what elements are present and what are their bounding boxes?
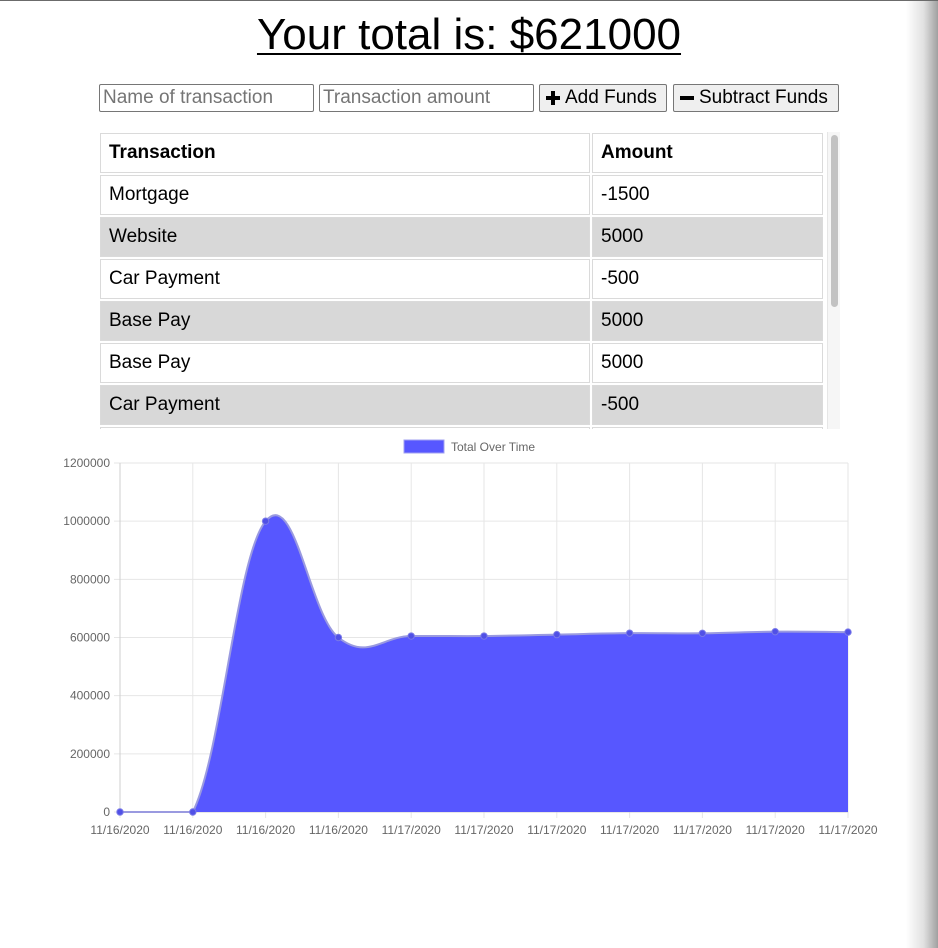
transaction-name-cell: Mortgage (100, 175, 590, 215)
window-edge-shadow (906, 1, 938, 948)
table-scrollbar-thumb[interactable] (831, 135, 838, 307)
table-scrollbar[interactable] (827, 132, 840, 429)
y-tick-label: 1200000 (63, 456, 110, 470)
data-point (625, 629, 634, 637)
subtract-funds-button[interactable]: Subtract Funds (673, 84, 839, 112)
transaction-name-cell: Car Payment (100, 259, 590, 299)
transaction-amount-cell: 5000 (592, 217, 823, 257)
transaction-name-cell: Website (100, 217, 590, 257)
total-heading: Your total is: $621000 (256, 10, 682, 59)
data-point (844, 628, 852, 636)
data-point (698, 629, 707, 637)
transaction-name-cell: Base Pay (100, 301, 590, 341)
data-point (480, 632, 488, 640)
y-tick-label: 800000 (70, 572, 110, 586)
table-row: Car Payment -500 (100, 385, 823, 425)
table-row: Website 5000 (100, 217, 823, 257)
transaction-name-cell: Car Payment (100, 385, 590, 425)
y-tick-label: 0 (103, 805, 110, 819)
transaction-amount-input[interactable] (319, 84, 534, 112)
table-header-row: Transaction Amount (100, 133, 823, 173)
data-point (407, 632, 415, 640)
add-funds-label: Add Funds (565, 87, 657, 108)
table-row: Base Pay 5000 (100, 301, 823, 341)
transaction-amount-cell: 5000 (592, 301, 823, 341)
x-tick-label: 11/17/2020 (746, 823, 805, 837)
subtract-funds-label: Subtract Funds (699, 87, 828, 108)
data-point (116, 808, 124, 816)
y-tick-label: 400000 (70, 689, 110, 703)
transaction-name-input[interactable] (99, 84, 314, 112)
table-row: Car Payment -500 (100, 259, 823, 299)
x-tick-label: 11/17/2020 (454, 823, 513, 837)
y-tick-label: 1000000 (63, 514, 110, 528)
data-point (189, 808, 197, 816)
x-tick-label: 11/17/2020 (382, 823, 441, 837)
data-point (553, 630, 561, 639)
data-point (261, 517, 270, 525)
series-area-total-over-time (120, 515, 848, 812)
x-tick-label: 11/17/2020 (600, 823, 659, 837)
transaction-name-cell: Base Pay (100, 343, 590, 383)
table-row: Base Pay 5000 (100, 343, 823, 383)
x-tick-label: 11/16/2020 (309, 823, 368, 837)
transaction-amount-cell: -500 (592, 259, 823, 299)
legend-swatch (403, 439, 445, 454)
transaction-amount-cell: 5000 (592, 343, 823, 383)
x-tick-label: 11/16/2020 (236, 823, 295, 837)
transaction-amount-cell: -500 (592, 385, 823, 425)
transactions-table: Transaction Amount Mortgage -1500 Websit… (99, 132, 825, 429)
x-tick-label: 11/16/2020 (90, 823, 149, 837)
table-row: Mortgage -1500 (100, 175, 823, 215)
plus-icon (546, 91, 560, 105)
transaction-name-cell (100, 427, 590, 429)
x-tick-label: 11/17/2020 (818, 823, 877, 837)
column-header-amount: Amount (592, 133, 823, 173)
legend-label: Total Over Time (451, 440, 535, 454)
add-funds-button[interactable]: Add Funds (539, 84, 667, 112)
x-tick-label: 11/17/2020 (673, 823, 732, 837)
transaction-amount-cell: -1500 (592, 175, 823, 215)
column-header-transaction: Transaction (100, 133, 590, 173)
total-over-time-chart: 0 200000 400000 600000 800000 1000000 1200000 1… (63, 439, 878, 837)
y-tick-label: 600000 (70, 631, 110, 645)
table-row (100, 427, 823, 429)
minus-icon (680, 96, 694, 100)
data-point (334, 633, 343, 642)
transactions-table-container[interactable]: Transaction Amount Mortgage -1500 Websit… (99, 132, 840, 429)
data-point (771, 627, 779, 636)
y-tick-label: 200000 (70, 747, 110, 761)
x-tick-label: 11/16/2020 (163, 823, 222, 837)
x-tick-label: 11/17/2020 (527, 823, 586, 837)
transaction-amount-cell (592, 427, 823, 429)
